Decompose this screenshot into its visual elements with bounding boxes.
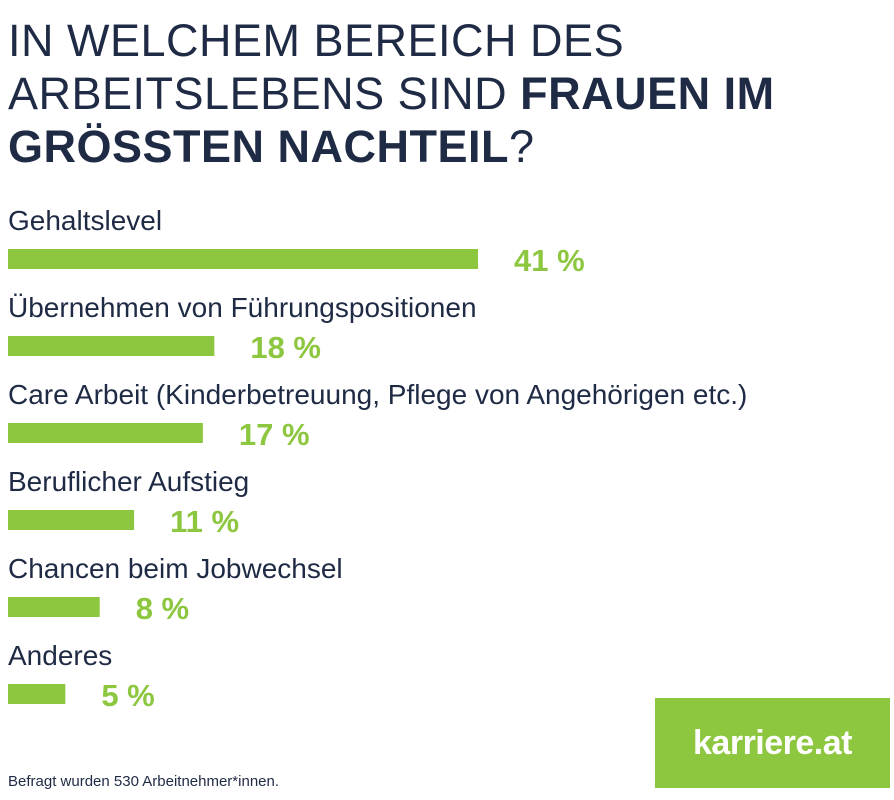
logo-text: karriere.at: [693, 723, 852, 762]
category-label: Gehaltslevel: [8, 205, 162, 236]
title-part-bold: Frauen im grössten Nachteil: [8, 68, 775, 172]
bar: [8, 423, 203, 443]
karriere-logo: karriere.at: [655, 698, 890, 788]
value-label: 8 %: [136, 591, 189, 626]
bar: [8, 249, 478, 269]
category-label: Care Arbeit (Kinderbetreuung, Pflege von…: [8, 379, 747, 410]
category-label: Übernehmen von Führungspositionen: [8, 292, 477, 323]
title-part-regular: In welchem Bereich des Arbeitslebens sin…: [8, 15, 625, 119]
title-part-question-mark: ?: [509, 121, 535, 172]
value-label: 17 %: [239, 417, 310, 452]
bar-chart: Gehaltslevel 41 % Übernehmen von Führungsp…: [8, 205, 747, 713]
bar: [8, 510, 135, 530]
category-label: Beruflicher Aufstieg: [8, 466, 249, 497]
value-label: 18 %: [250, 330, 321, 365]
category-label: Chancen beim Jobwechsel: [8, 553, 343, 584]
bar: [8, 597, 100, 617]
chart-title: In welchem Bereich des Arbeitslebens sin…: [8, 14, 878, 173]
footnote: Befragt wurden 530 Arbeitnehmer*innen.: [8, 773, 280, 790]
value-label: 5 %: [101, 678, 154, 713]
value-label: 41 %: [514, 243, 585, 278]
value-label: 11 %: [170, 504, 239, 539]
bar: [8, 684, 66, 704]
category-label: Anderes: [8, 640, 112, 671]
bar: [8, 336, 215, 356]
